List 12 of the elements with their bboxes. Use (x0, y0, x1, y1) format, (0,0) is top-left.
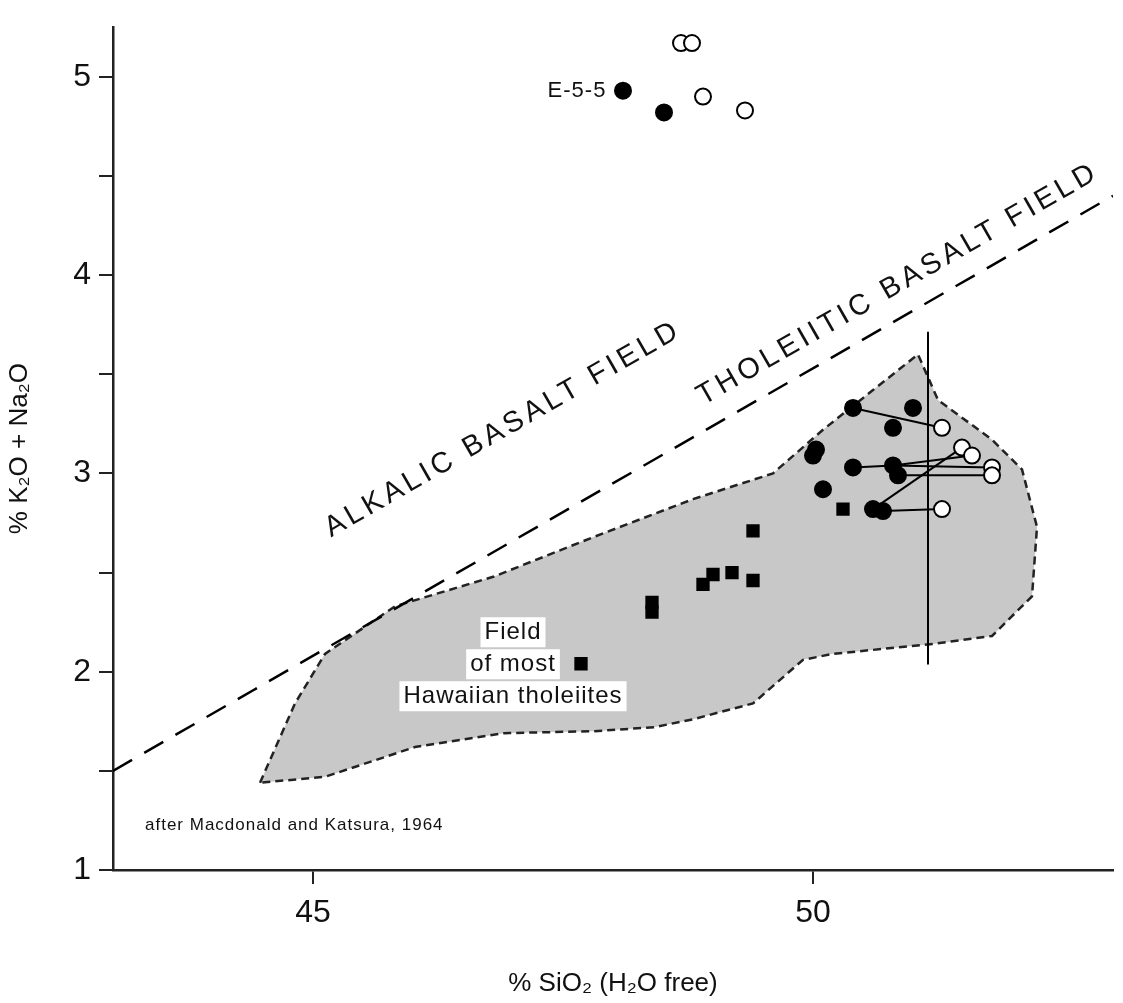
y-tick-label: 1 (73, 849, 91, 886)
annotation: after Macdonald and Katsura, 1964 (145, 815, 444, 834)
y-axis-title: % K₂O + Na₂O (2, 363, 33, 535)
x-axis-title: % SiO₂ (H₂O free) (508, 966, 718, 997)
y-tick-label: 2 (73, 651, 91, 688)
annotation: E-5-5 (547, 77, 607, 103)
x-tick-label: 45 (295, 893, 331, 930)
annotation: Field of most Hawaiian tholeiites (403, 616, 623, 708)
y-tick-label: 3 (73, 453, 91, 490)
y-tick-label: 4 (73, 254, 91, 291)
x-tick-label: 50 (795, 893, 831, 930)
y-tick-label: 5 (73, 56, 91, 93)
